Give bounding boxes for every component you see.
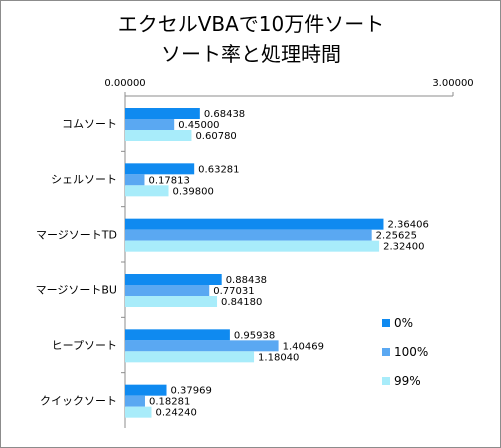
data-label-series-3-category-1: 0.60780 <box>195 131 236 142</box>
legend-label-series-2: 100% <box>394 345 428 359</box>
bar-series-3-category-3 <box>125 240 380 252</box>
data-label-series-3-category-3: 2.32400 <box>383 242 424 253</box>
chart-title-line-1: エクセルVBAで10万件ソート <box>118 12 385 36</box>
legend-label-series-3: 99% <box>394 374 421 388</box>
data-label-series-2-category-2: 0.17813 <box>148 175 189 186</box>
data-label-series-1-category-4: 0.88438 <box>226 275 267 286</box>
bar-series-1-category-4 <box>125 274 222 285</box>
data-label-series-1-category-6: 0.37969 <box>171 386 212 397</box>
x-tick-label-max: 3.00000 <box>432 78 473 89</box>
bar-series-2-category-6 <box>125 395 145 407</box>
data-label-series-2-category-1: 0.45000 <box>178 120 219 131</box>
data-label-series-1-category-1: 0.68438 <box>204 109 245 120</box>
category-label-category-4: マージソートBU <box>36 284 117 297</box>
legend-swatch-series-3 <box>382 377 390 385</box>
chart-title-line-2: ソート率と処理時間 <box>161 42 341 66</box>
bar-series-1-category-1 <box>125 108 200 119</box>
x-tick-label-min: 0.00000 <box>104 78 145 89</box>
data-label-series-1-category-3: 2.36406 <box>387 220 428 231</box>
data-label-series-3-category-5: 1.18040 <box>258 352 299 363</box>
bar-series-1-category-6 <box>125 384 167 396</box>
bar-series-3-category-2 <box>125 185 169 197</box>
bar-series-1-category-3 <box>125 218 384 230</box>
bar-series-2-category-4 <box>125 285 210 296</box>
bar-series-1-category-5 <box>125 329 230 341</box>
category-label-category-1: コムソート <box>62 118 117 131</box>
legend-label-series-1: 0% <box>394 316 413 330</box>
bar-series-1-category-2 <box>125 163 195 175</box>
data-label-series-2-category-4: 0.77031 <box>213 286 254 297</box>
data-label-series-2-category-5: 1.40469 <box>283 341 324 352</box>
category-label-category-6: クイックソート <box>40 394 117 407</box>
data-label-series-2-category-3: 2.25625 <box>376 231 417 242</box>
data-label-series-1-category-2: 0.63281 <box>198 164 239 175</box>
legend-swatch-series-1 <box>382 319 390 327</box>
data-label-series-3-category-2: 0.39800 <box>173 186 214 197</box>
bar-series-2-category-5 <box>125 340 279 352</box>
bar-series-2-category-3 <box>125 229 372 241</box>
bar-series-2-category-1 <box>125 119 175 130</box>
category-label-category-3: マージソートTD <box>36 228 117 241</box>
bar-series-3-category-5 <box>125 351 255 363</box>
category-label-category-5: ヒープソート <box>52 339 117 352</box>
category-label-category-2: シェルソート <box>51 173 117 186</box>
bar-series-3-category-4 <box>125 296 218 307</box>
data-label-series-3-category-4: 0.84180 <box>221 297 262 308</box>
data-label-series-1-category-5: 0.95938 <box>234 330 275 341</box>
bar-series-3-category-1 <box>125 130 192 141</box>
bar-series-2-category-2 <box>125 174 145 186</box>
legend-swatch-series-2 <box>382 348 390 356</box>
legend: 0% 100% 99% <box>382 316 428 388</box>
data-label-series-2-category-6: 0.18281 <box>149 397 190 408</box>
data-label-series-3-category-6: 0.24240 <box>156 408 197 419</box>
bar-series-3-category-6 <box>125 406 152 418</box>
